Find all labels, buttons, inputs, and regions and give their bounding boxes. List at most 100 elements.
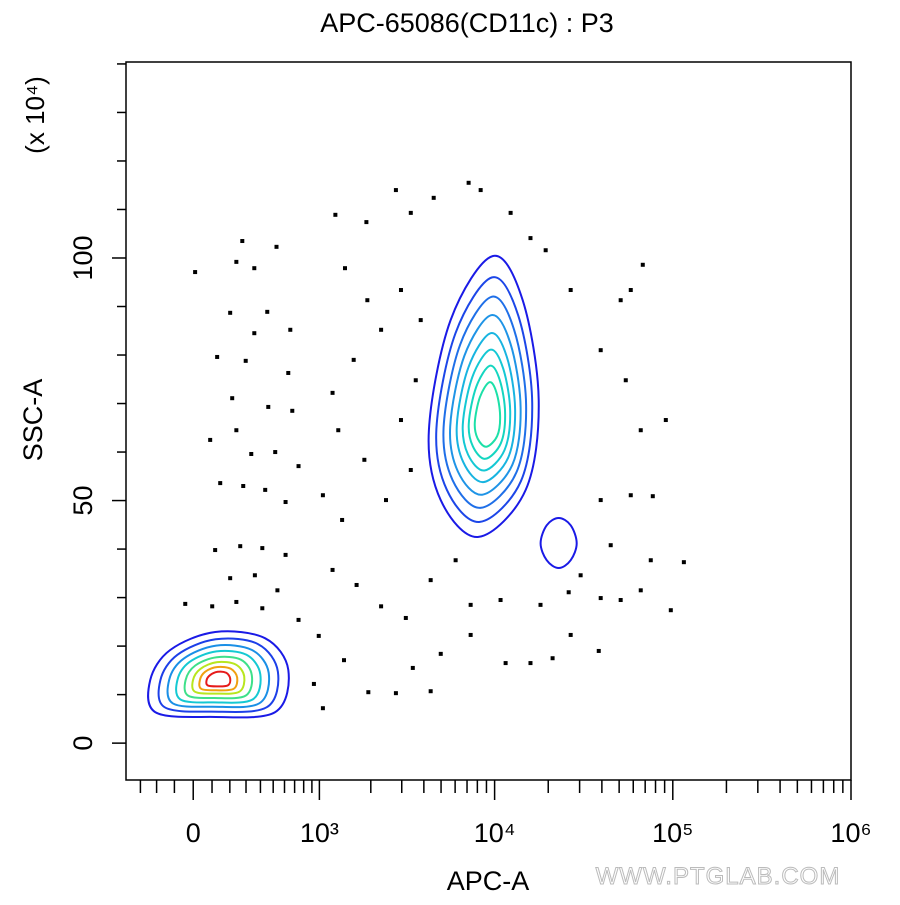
event-dot	[618, 598, 623, 603]
contour-line	[147, 630, 290, 719]
event-dot	[628, 493, 633, 498]
event-dot	[365, 298, 370, 303]
event-dot	[578, 573, 583, 578]
event-dot	[183, 601, 188, 606]
event-dot	[354, 582, 359, 587]
event-dot	[408, 210, 413, 215]
event-dot	[528, 236, 533, 241]
event-dot	[366, 690, 371, 695]
x-tick-label: 10⁴	[474, 818, 516, 848]
event-dot	[498, 598, 503, 603]
y-tick-label: 50	[68, 486, 98, 516]
event-dot	[428, 689, 433, 694]
contour-line	[467, 364, 507, 460]
event-dot	[351, 357, 356, 362]
contour-line	[442, 295, 528, 509]
event-dot	[266, 404, 271, 409]
y-tick-label: 0	[68, 736, 98, 751]
event-dot	[508, 210, 513, 215]
event-dot	[398, 288, 403, 293]
event-dot	[393, 188, 398, 193]
event-dot	[210, 604, 215, 609]
event-dot	[393, 691, 398, 696]
event-dot	[316, 633, 321, 638]
event-dot	[503, 661, 508, 666]
event-dot	[618, 298, 623, 303]
event-dot	[283, 552, 288, 557]
event-dot	[428, 578, 433, 583]
event-dot	[568, 632, 573, 637]
y-axis-label: SSC-A	[18, 379, 48, 462]
event-dot	[320, 493, 325, 498]
event-dot	[379, 327, 384, 332]
event-dot	[296, 617, 301, 622]
event-dot	[379, 604, 384, 609]
contour-line	[461, 348, 512, 472]
event-dot	[336, 428, 341, 433]
contour-line	[183, 655, 254, 700]
contour-line	[191, 660, 246, 695]
event-dot	[252, 266, 257, 271]
event-dot	[274, 244, 279, 249]
y-unit-label: (x 10⁴)	[20, 76, 50, 154]
event-dot	[453, 558, 458, 563]
event-dot	[290, 408, 295, 413]
event-dot	[241, 484, 246, 489]
event-dot	[260, 546, 265, 551]
event-dot	[283, 500, 288, 505]
event-dot	[528, 661, 533, 666]
event-dot	[234, 599, 239, 604]
event-dot	[362, 457, 367, 462]
event-dot	[608, 543, 613, 548]
event-dot	[273, 450, 278, 455]
event-dot	[240, 239, 245, 244]
event-dot	[648, 558, 653, 563]
contour-line	[448, 314, 522, 496]
event-dot	[228, 310, 233, 315]
event-dot	[265, 309, 270, 314]
event-dot	[249, 451, 254, 456]
x-tick-label: 10³	[300, 818, 339, 848]
event-dot	[383, 498, 388, 503]
event-dot	[431, 195, 436, 200]
event-dot	[311, 681, 316, 686]
contour-line	[198, 665, 239, 692]
event-dot	[418, 318, 423, 323]
event-dot	[398, 418, 403, 423]
event-dot	[275, 588, 280, 593]
event-dot	[668, 608, 673, 613]
y-tick-label: 100	[68, 235, 98, 280]
event-dot	[681, 560, 686, 565]
event-dot	[403, 615, 408, 620]
event-dot	[640, 262, 645, 267]
chart-title: APC-65086(CD11c) : P3	[320, 8, 614, 38]
event-dot	[230, 396, 235, 401]
event-dot	[193, 270, 198, 275]
contour-line	[157, 637, 280, 713]
x-axis-label: APC-A	[447, 866, 530, 896]
contour-line	[435, 276, 534, 523]
event-dot	[263, 487, 268, 492]
event-dot	[410, 665, 415, 670]
event-dot	[234, 428, 239, 433]
event-dot	[538, 602, 543, 607]
event-dot	[598, 498, 603, 503]
event-dot	[213, 548, 218, 553]
event-dot	[260, 606, 265, 611]
event-dot	[408, 467, 413, 472]
event-dot	[330, 567, 335, 572]
event-dot	[364, 220, 369, 225]
event-dot	[342, 266, 347, 271]
x-tick-label: 0	[186, 818, 201, 848]
event-dot	[628, 288, 633, 293]
event-dot	[320, 706, 325, 711]
event-dot	[466, 180, 471, 185]
event-dot	[566, 590, 571, 595]
watermark: WWW.PTGLAB.COM	[596, 863, 841, 890]
event-dot	[478, 188, 483, 193]
event-dot	[330, 390, 335, 395]
event-dot	[438, 651, 443, 656]
event-dot	[286, 370, 291, 375]
